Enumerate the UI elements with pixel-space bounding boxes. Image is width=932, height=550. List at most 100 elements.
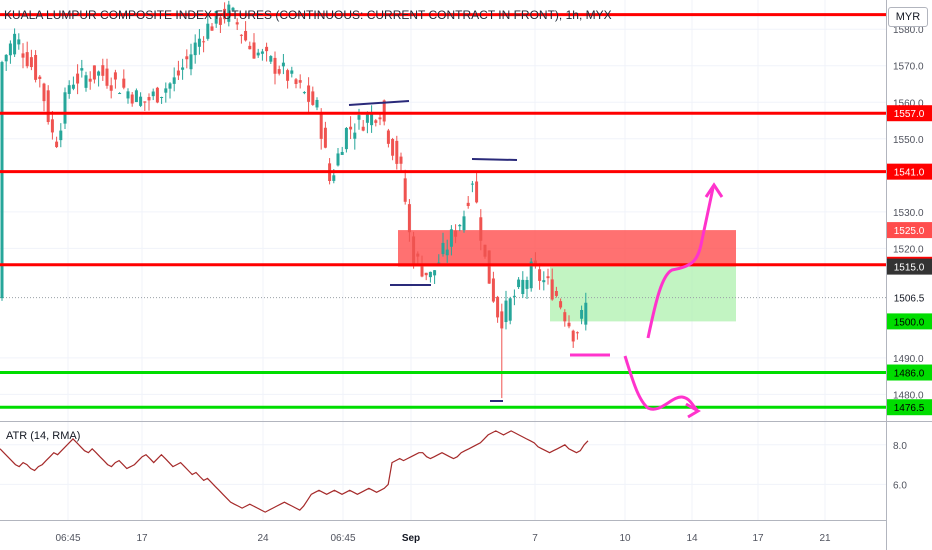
candle-body	[378, 117, 382, 120]
candle-body	[567, 322, 571, 327]
time-tick-label: 06:45	[55, 533, 80, 544]
candle-body	[454, 230, 458, 237]
candle-body	[185, 56, 189, 60]
candle-body	[273, 57, 277, 74]
candle-body	[21, 53, 25, 58]
level-price-label: 1557.0	[894, 109, 925, 120]
up-arrow-head	[704, 182, 724, 198]
candle-body	[361, 126, 365, 131]
candle-body	[483, 244, 487, 257]
candle-body	[525, 280, 529, 289]
candle-body	[143, 101, 147, 103]
candle-body	[365, 114, 369, 123]
candle-body	[445, 249, 449, 256]
candle-body	[231, 7, 235, 11]
candle-body	[38, 76, 42, 79]
candle-body	[424, 272, 428, 276]
candle-body	[134, 90, 138, 103]
time-tick-label: 17	[136, 533, 148, 544]
candle-body	[580, 310, 584, 319]
candle-body	[92, 65, 96, 80]
candle-body	[206, 23, 210, 39]
candle-body	[118, 93, 122, 95]
time-tick-label: 10	[619, 533, 631, 544]
down-arrow-head	[685, 402, 701, 419]
candle-body	[584, 302, 588, 325]
candle-body	[294, 79, 298, 84]
candle-body	[349, 126, 353, 130]
candle-body	[449, 229, 453, 247]
candle-body	[265, 46, 269, 52]
position-price-label-bg	[887, 289, 932, 306]
level-price-label: 1486.0	[894, 369, 925, 380]
long-position-target-zone	[550, 266, 736, 322]
candle-body	[218, 17, 222, 25]
candle-body	[546, 276, 550, 279]
candle-body	[63, 92, 67, 124]
candle-body	[46, 90, 50, 123]
currency-button[interactable]: MYR	[888, 7, 928, 27]
candle-body	[357, 115, 361, 120]
candle-body	[193, 42, 197, 56]
candle-body	[34, 54, 38, 80]
candle-body	[126, 91, 130, 99]
price-tick-label: 1480.0	[893, 390, 924, 401]
short-position-zone	[398, 230, 736, 267]
candle-body	[307, 85, 311, 102]
level-price-label-bg	[887, 105, 932, 122]
candle-body	[80, 68, 84, 71]
candle-body	[248, 45, 252, 50]
candle-body	[113, 72, 117, 80]
atr-line	[0, 430, 589, 513]
candle-body	[0, 62, 4, 299]
level-price-label-bg	[887, 399, 932, 416]
time-tick-label: 7	[532, 533, 538, 544]
candlesticks	[0, 0, 588, 399]
candle-body	[269, 56, 273, 62]
position-price-label: 1500.0	[894, 317, 925, 328]
candle-body	[340, 151, 344, 155]
candle-body	[147, 97, 151, 101]
candle-body	[84, 75, 88, 88]
candle-body	[13, 33, 17, 55]
candle-body	[4, 54, 8, 62]
candle-body	[109, 85, 113, 91]
candle-body	[29, 57, 33, 68]
candle-body	[420, 263, 424, 277]
price-tick-label: 1560.0	[893, 98, 924, 109]
candle-body	[302, 92, 306, 94]
time-tick-label: 21	[819, 533, 831, 544]
candle-body	[412, 236, 416, 267]
candle-body	[168, 83, 172, 89]
candle-body	[466, 202, 470, 207]
candle-body	[571, 330, 575, 342]
level-price-label-bg	[887, 163, 932, 180]
candle-body	[344, 127, 348, 150]
candle-body	[395, 140, 399, 164]
candle-body	[239, 34, 243, 36]
candle-body	[391, 139, 395, 156]
atr-tick-label: 8.0	[893, 441, 907, 452]
candle-body	[462, 216, 466, 231]
candle-body	[470, 183, 474, 185]
candle-body	[176, 70, 180, 76]
position-price-label: 1515.0	[894, 263, 925, 274]
candle-body	[336, 153, 340, 166]
price-labels: 1557.01541.01515.51486.01476.51525.01515…	[887, 105, 932, 416]
chart-title: KUALA LUMPUR COMPOSITE INDEX FUTURES (CO…	[4, 8, 612, 22]
price-tick-label: 1530.0	[893, 208, 924, 219]
position-price-label-bg	[887, 222, 932, 239]
candle-body	[504, 300, 508, 323]
candle-body	[496, 296, 500, 318]
candle-body	[529, 261, 533, 289]
time-tick-label: 06:45	[330, 533, 355, 544]
candle-body	[517, 279, 521, 288]
candle-body	[538, 269, 542, 281]
candle-body	[42, 83, 46, 102]
candle-body	[491, 278, 495, 302]
level-price-label-bg	[887, 364, 932, 381]
price-tick-label: 1570.0	[893, 62, 924, 73]
horizontal-levels[interactable]	[0, 13, 886, 409]
